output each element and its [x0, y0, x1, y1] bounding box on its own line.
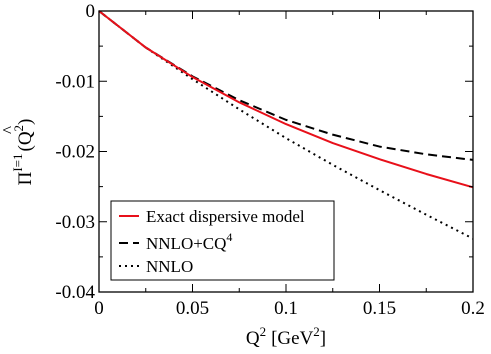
x-tick-label: 0.2: [461, 298, 485, 319]
y-tick-label: -0.04: [55, 282, 95, 303]
legend-label-text: NNLO: [146, 257, 193, 276]
y-axis-label-hat: ^: [0, 126, 18, 134]
x-axis-label-unit-sup: 2: [313, 324, 320, 339]
y-tick-label: 0: [86, 1, 96, 22]
x-axis-label-unit: [GeV: [271, 328, 313, 349]
x-tick-label: 0: [94, 298, 104, 319]
y-axis-label-arg: (Q: [15, 131, 36, 151]
legend-label: Exact dispersive model: [146, 207, 305, 226]
y-tick-label: -0.03: [55, 212, 95, 233]
x-axis-label: Q2 [GeV2]: [246, 324, 326, 349]
legend-items: Exact dispersive model NNLO+CQ4 NNLO: [119, 207, 305, 276]
x-axis-label-var: Q: [246, 328, 260, 349]
legend-label: NNLO+CQ4: [146, 230, 232, 253]
y-axis-label-sup: I=1: [10, 153, 25, 171]
x-axis-ticks: 0 0.05 0.1 0.15 0.2: [94, 11, 485, 319]
y-axis-label-symbol: Π: [15, 171, 36, 185]
y-axis-label-close: ): [15, 119, 36, 125]
y-axis-ticks: 0 -0.01 -0.02 -0.03 -0.04: [55, 1, 473, 303]
x-axis-label-var-sup: 2: [260, 324, 267, 339]
series-line: [98, 10, 474, 189]
legend: Exact dispersive model NNLO+CQ4 NNLO: [110, 200, 335, 281]
y-tick-label: -0.02: [55, 142, 95, 163]
x-tick-label: 0.05: [176, 298, 209, 319]
x-tick-label: 0.1: [274, 298, 298, 319]
x-tick-label: 0.15: [363, 298, 396, 319]
y-axis-label: ΠI=1 (Q2): [10, 119, 36, 186]
legend-label: NNLO: [146, 257, 193, 276]
legend-label-text: NNLO+CQ: [146, 234, 226, 253]
x-axis-label-close: ]: [320, 328, 326, 349]
legend-label-sup: 4: [226, 230, 232, 244]
legend-label-text: Exact dispersive model: [146, 207, 305, 226]
plot-lines: [98, 10, 474, 240]
y-axis-label-arg-sup: 2: [11, 125, 26, 132]
y-tick-label: -0.01: [55, 71, 95, 92]
legend-box: [110, 200, 335, 281]
